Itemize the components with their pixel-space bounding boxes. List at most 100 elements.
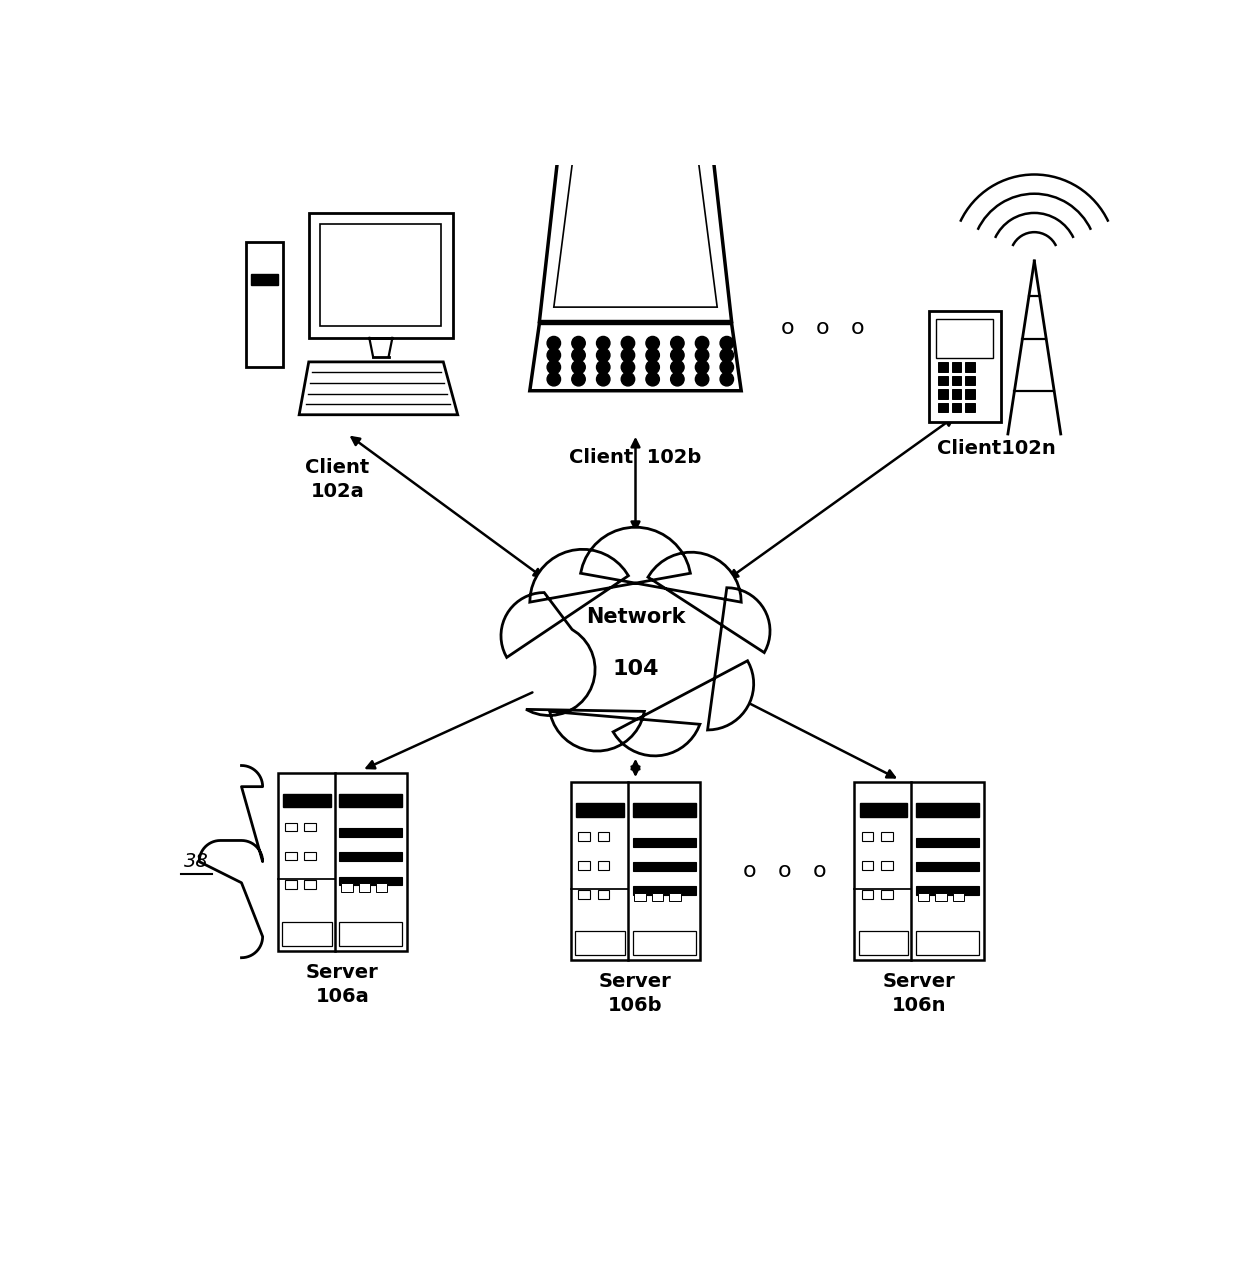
Bar [951,363,961,372]
Circle shape [720,349,734,362]
Bar [340,794,403,808]
Bar [278,773,407,951]
Bar [598,861,609,870]
Bar [916,838,980,847]
Bar [578,861,590,870]
Bar [598,832,609,841]
Circle shape [646,372,660,386]
Bar [341,883,353,892]
Bar [951,403,961,413]
Text: 104: 104 [613,659,658,680]
Circle shape [596,372,610,386]
Circle shape [696,360,709,374]
Bar [859,804,908,817]
Circle shape [696,336,709,350]
Circle shape [720,372,734,386]
Bar [632,932,696,956]
Bar [283,794,331,808]
Circle shape [547,336,560,350]
Bar [320,225,441,326]
Bar [952,892,963,901]
Circle shape [696,372,709,386]
Bar [283,921,332,946]
Polygon shape [529,323,742,391]
Bar [935,892,947,901]
Bar [247,242,283,367]
Circle shape [671,360,684,374]
Circle shape [621,360,635,374]
Bar [305,881,316,889]
Bar [570,782,701,960]
Circle shape [720,360,734,374]
Text: Server: Server [883,973,955,992]
Circle shape [547,360,560,374]
Bar [632,863,696,870]
Bar [376,883,387,892]
Text: Server: Server [599,973,672,992]
Bar [285,881,296,889]
Circle shape [572,360,585,374]
Circle shape [671,372,684,386]
Polygon shape [539,151,732,322]
Bar [635,892,646,901]
Circle shape [646,349,660,362]
Bar [305,851,316,860]
Circle shape [621,349,635,362]
Bar [340,921,403,946]
Bar [632,804,696,817]
Bar [285,823,296,832]
Bar [862,832,873,841]
Text: Server: Server [306,962,378,982]
Bar [939,363,947,372]
Circle shape [596,349,610,362]
Bar [578,832,590,841]
Circle shape [696,349,709,362]
Text: o   o   o: o o o [781,318,864,339]
Bar [951,376,961,386]
Bar [916,886,980,895]
Circle shape [572,349,585,362]
Bar [250,273,278,285]
Text: o   o   o: o o o [743,861,826,882]
Bar [951,390,961,399]
Bar [862,889,873,898]
Bar [936,320,993,358]
Bar [965,376,975,386]
Bar [575,932,625,956]
Bar [965,363,975,372]
Circle shape [596,336,610,350]
Bar [577,804,624,817]
Bar [340,852,403,861]
Bar [918,892,930,901]
Circle shape [671,336,684,350]
Bar [340,877,403,886]
Circle shape [596,360,610,374]
Bar [652,892,663,901]
Polygon shape [299,362,458,415]
Circle shape [671,349,684,362]
Circle shape [547,349,560,362]
Bar [670,892,681,901]
Bar [965,403,975,413]
Circle shape [572,372,585,386]
Circle shape [572,336,585,350]
Bar [578,889,590,898]
Bar [309,213,453,337]
Bar [929,312,1001,422]
Bar [632,838,696,847]
Text: Client  102b: Client 102b [569,449,702,468]
Circle shape [547,372,560,386]
Text: Client102n: Client102n [936,438,1055,458]
Bar [882,861,893,870]
Bar [939,376,947,386]
Text: Network: Network [585,607,686,626]
Bar [340,828,403,837]
Text: 102a: 102a [311,482,365,501]
Bar [598,889,609,898]
Circle shape [646,336,660,350]
Polygon shape [554,157,717,307]
Bar [916,804,980,817]
Bar [916,863,980,870]
Bar [882,889,893,898]
Bar [939,390,947,399]
